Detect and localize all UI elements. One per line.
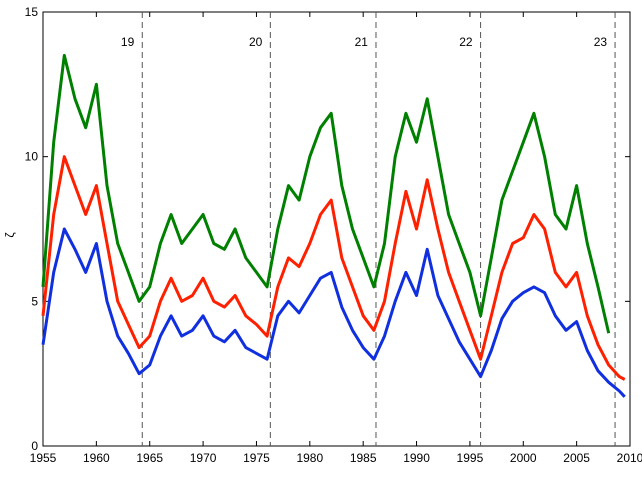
x-tick-label: 1965: [136, 451, 163, 465]
series-line: [41, 227, 626, 398]
cycle-label: 23: [594, 35, 608, 49]
series-line: [41, 53, 611, 334]
y-tick-label: 0: [31, 439, 38, 453]
x-tick-label: 2010: [617, 451, 642, 465]
y-tick-label: 5: [31, 294, 38, 308]
cycle-label: 19: [121, 35, 135, 49]
cycle-label: 22: [459, 35, 473, 49]
y-axis-label: ζ: [3, 232, 17, 238]
x-tick-label: 1960: [83, 451, 110, 465]
y-tick-label: 10: [25, 150, 39, 164]
x-tick-label: 1995: [457, 451, 484, 465]
x-tick-label: 2005: [563, 451, 590, 465]
series-line: [41, 155, 626, 381]
x-tick-label: 1975: [243, 451, 270, 465]
x-tick-label: 1990: [403, 451, 430, 465]
y-tick-label: 15: [25, 5, 39, 19]
x-tick-label: 1985: [350, 451, 377, 465]
x-tick-label: 1970: [190, 451, 217, 465]
cycle-label: 21: [355, 35, 369, 49]
cycle-label: 20: [249, 35, 263, 49]
x-tick-label: 1955: [30, 451, 57, 465]
x-tick-label: 2000: [510, 451, 537, 465]
x-tick-label: 1980: [296, 451, 323, 465]
